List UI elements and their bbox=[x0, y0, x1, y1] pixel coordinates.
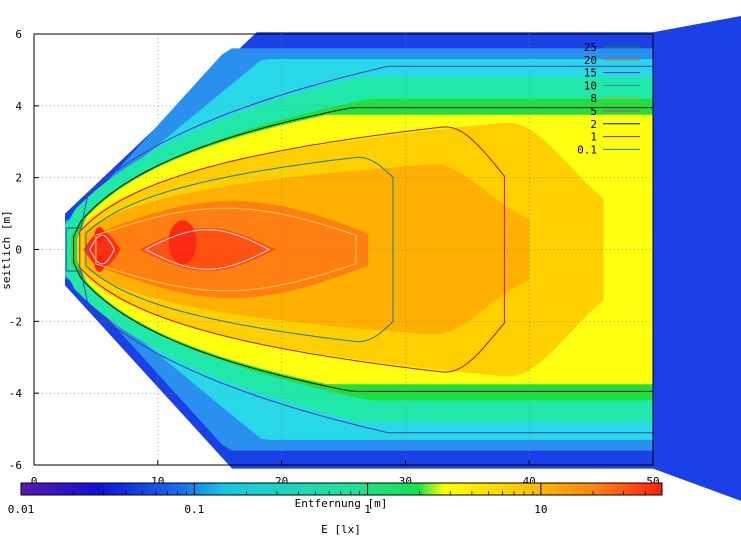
colorbar-tick-label: 0.1 bbox=[184, 503, 204, 516]
x-axis-label: Entfernung [m] bbox=[295, 497, 388, 510]
colorbar-gradient bbox=[20, 482, 663, 496]
y-tick-label: 2 bbox=[15, 172, 22, 185]
hot-spot-upper bbox=[94, 227, 105, 244]
y-tick-label: 6 bbox=[15, 28, 22, 41]
hot-spot-main bbox=[168, 220, 197, 265]
contour-8 bbox=[145, 229, 271, 270]
y-tick-label: -6 bbox=[9, 459, 22, 472]
legend-label: 1 bbox=[590, 131, 597, 144]
contour-1-inner bbox=[79, 126, 505, 373]
contour-5 bbox=[95, 207, 357, 292]
colorbar-tick-label: 1 bbox=[364, 503, 371, 516]
heatmap-field bbox=[65, 16, 741, 501]
legend-label: 5 bbox=[590, 105, 597, 118]
colorbar-tick-label: 10 bbox=[534, 503, 547, 516]
x-tick-label: 0 bbox=[31, 475, 38, 488]
legend-label: 20 bbox=[584, 54, 597, 67]
legend-label: 15 bbox=[584, 67, 597, 80]
legend-label: 2 bbox=[590, 118, 597, 131]
y-tick-label: 0 bbox=[15, 244, 22, 257]
y-tick-label: -4 bbox=[9, 387, 23, 400]
legend-label: 10 bbox=[584, 79, 597, 92]
colorbar-label: E [lx] bbox=[321, 523, 361, 535]
legend-label: 0.1 bbox=[577, 143, 597, 156]
colorbar-tick-label: 0.01 bbox=[8, 503, 35, 516]
contour-0-1-inner bbox=[85, 156, 394, 343]
hot-spot-lower bbox=[94, 255, 105, 272]
legend-label: 8 bbox=[590, 92, 597, 105]
colorbar: 0.01 0.1 1 10 bbox=[8, 482, 663, 516]
legend-label: 25 bbox=[584, 41, 597, 54]
y-axis-label: seitlich [m] bbox=[0, 210, 13, 289]
y-tick-label: -2 bbox=[9, 315, 22, 328]
y-tick-label: 4 bbox=[15, 100, 22, 113]
